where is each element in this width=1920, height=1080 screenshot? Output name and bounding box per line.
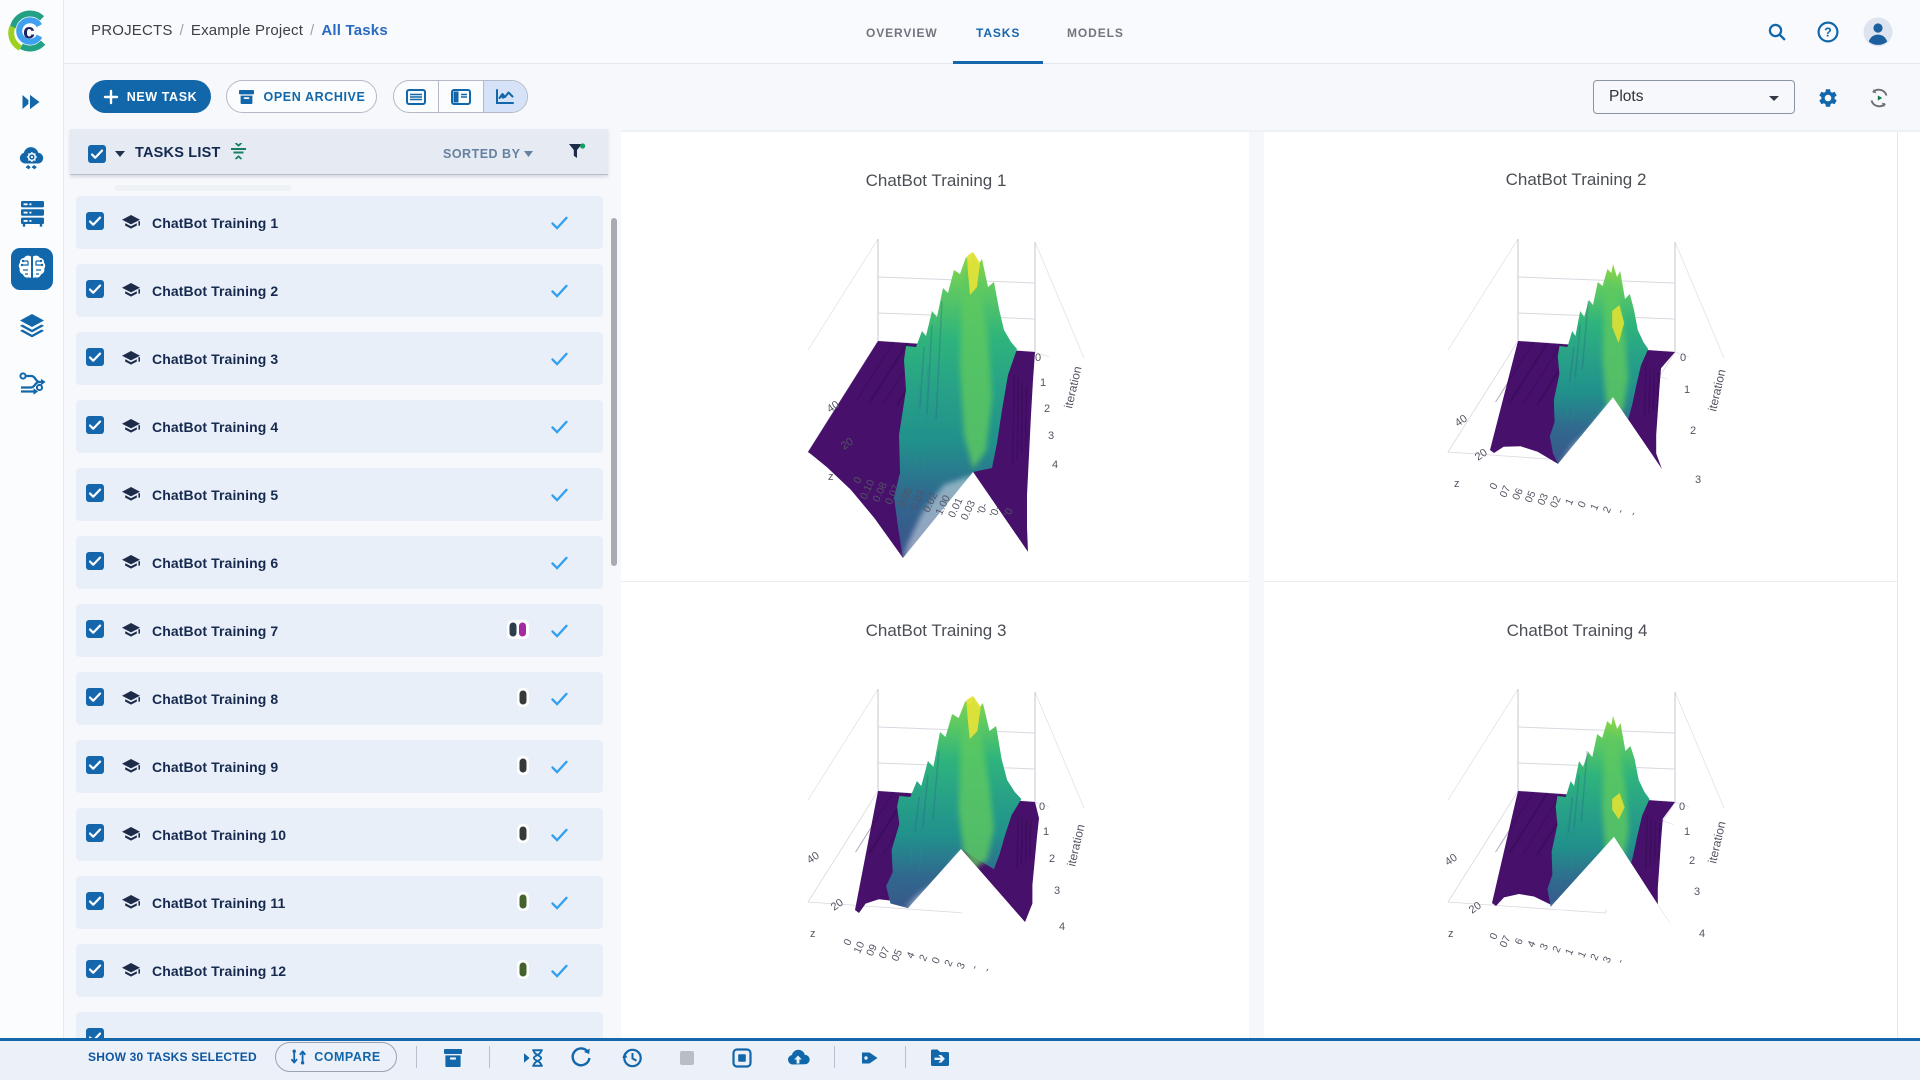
svg-text:3: 3 xyxy=(1054,885,1060,897)
svg-text:0: 0 xyxy=(930,955,943,966)
svg-text:-: - xyxy=(968,963,981,972)
svg-text:1: 1 xyxy=(1684,826,1690,838)
svg-text:4: 4 xyxy=(1059,921,1065,933)
svg-text:2: 2 xyxy=(1690,425,1696,437)
svg-text:2: 2 xyxy=(1689,855,1695,867)
svg-text:iteration: iteration xyxy=(1064,823,1087,868)
svg-text:20: 20 xyxy=(1473,447,1490,464)
svg-text:20: 20 xyxy=(1467,900,1484,917)
svg-text:0: 0 xyxy=(1680,352,1686,364)
svg-text:1: 1 xyxy=(1576,949,1589,960)
svg-text:-: - xyxy=(1614,957,1627,966)
svg-text:6: 6 xyxy=(1513,936,1526,947)
svg-text:-: - xyxy=(1627,509,1640,518)
svg-text:1: 1 xyxy=(1563,497,1576,508)
svg-text:4: 4 xyxy=(904,950,917,961)
svg-text:3: 3 xyxy=(1694,886,1700,898)
svg-text:05: 05 xyxy=(889,947,905,963)
svg-text:'0-: '0- xyxy=(975,501,991,517)
svg-text:02: 02 xyxy=(1548,494,1564,510)
svg-text:-: - xyxy=(981,965,994,974)
svg-text:03: 03 xyxy=(1535,491,1551,507)
svg-text:z: z xyxy=(1448,928,1454,940)
svg-text:2: 2 xyxy=(1588,952,1601,963)
svg-text:0: 0 xyxy=(1487,481,1500,492)
svg-text:'0-: '0- xyxy=(988,503,1004,519)
svg-text:20: 20 xyxy=(839,436,856,453)
svg-text:z: z xyxy=(810,928,816,940)
svg-text:2: 2 xyxy=(1049,853,1055,865)
svg-text:?: ? xyxy=(1824,25,1832,39)
svg-text:0: 0 xyxy=(1576,499,1589,510)
svg-text:2: 2 xyxy=(1601,504,1614,515)
svg-text:c: c xyxy=(23,21,35,44)
svg-text:1: 1 xyxy=(1563,947,1576,958)
svg-text:3: 3 xyxy=(1601,954,1614,965)
svg-text:0: 0 xyxy=(841,937,854,948)
svg-text:0: 0 xyxy=(1035,352,1041,364)
svg-text:0: 0 xyxy=(1487,931,1500,942)
svg-text:40: 40 xyxy=(1453,413,1470,430)
svg-text:1: 1 xyxy=(1040,377,1046,389)
svg-text:05: 05 xyxy=(1523,489,1539,505)
svg-text:40: 40 xyxy=(825,399,842,416)
svg-text:3: 3 xyxy=(1048,430,1054,442)
svg-text:06: 06 xyxy=(1510,486,1526,502)
svg-text:1: 1 xyxy=(1684,384,1690,396)
svg-text:1: 1 xyxy=(1588,502,1601,513)
svg-text:0: 0 xyxy=(851,475,864,486)
svg-text:4: 4 xyxy=(1525,939,1538,950)
svg-text:40: 40 xyxy=(1443,852,1460,869)
svg-text:2: 2 xyxy=(1550,944,1563,955)
svg-text:3: 3 xyxy=(1538,941,1551,952)
svg-text:4: 4 xyxy=(1052,459,1058,471)
svg-text:4: 4 xyxy=(1699,928,1705,940)
svg-text:iteration: iteration xyxy=(1705,368,1728,413)
svg-text:0: 0 xyxy=(1679,801,1685,813)
svg-text:20: 20 xyxy=(829,897,846,914)
svg-text:2: 2 xyxy=(942,958,955,969)
svg-text:3: 3 xyxy=(955,960,968,971)
svg-text:1: 1 xyxy=(1043,826,1049,838)
svg-text:2: 2 xyxy=(1044,403,1050,415)
svg-text:iteration: iteration xyxy=(1061,365,1084,410)
svg-text:0: 0 xyxy=(1039,801,1045,813)
svg-text:-: - xyxy=(1614,507,1627,516)
svg-text:z: z xyxy=(828,471,834,483)
svg-text:z: z xyxy=(1454,478,1460,490)
svg-text:07: 07 xyxy=(877,945,893,961)
svg-text:07: 07 xyxy=(1498,484,1514,500)
svg-text:07: 07 xyxy=(1498,934,1514,950)
svg-text:09: 09 xyxy=(864,942,880,958)
svg-text:2: 2 xyxy=(917,953,930,964)
svg-text:40: 40 xyxy=(805,850,822,867)
svg-text:iteration: iteration xyxy=(1705,820,1728,865)
svg-text:3: 3 xyxy=(1695,474,1701,486)
svg-text:10: 10 xyxy=(852,940,868,956)
